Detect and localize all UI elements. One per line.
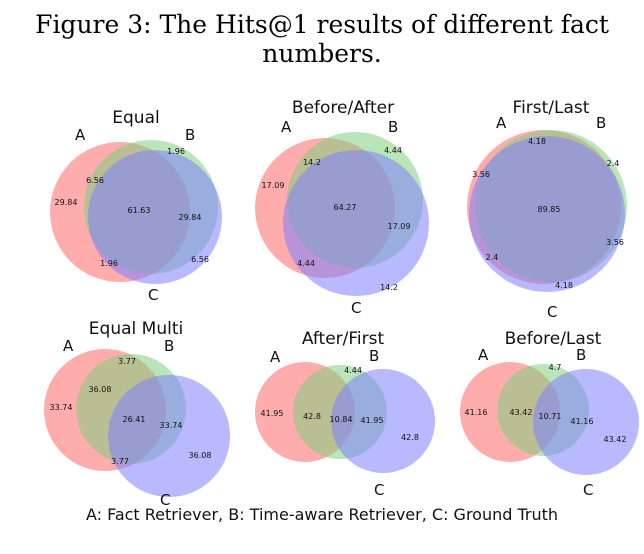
region-value-c: 14.2: [380, 283, 398, 292]
region-value-ac: 3.77: [111, 457, 129, 466]
venn-panel-equal: Equal A B C 1.96 6.56 29.84 61.63 29.84 …: [50, 108, 222, 304]
region-value-a: 3.56: [472, 170, 490, 179]
region-value-b: 4.44: [384, 146, 402, 155]
panel-title: Equal Multi: [89, 319, 183, 339]
venn-panel-equal-multi: Equal Multi A B C 3.77 36.08 33.74 26.41…: [44, 319, 230, 509]
region-value-abc: 10.71: [539, 412, 562, 421]
set-label-a: A: [270, 348, 281, 366]
venn-panel-before-last: Before/Last A B C 4.7 41.16 43.42 10.71 …: [460, 329, 639, 499]
region-value-abc: 64.27: [334, 203, 357, 212]
set-label-b: B: [388, 118, 398, 136]
region-value-b: 4.7: [549, 363, 562, 372]
panel-title: After/First: [302, 329, 385, 349]
figure-caption: Figure 3: The Hits@1 results of differen…: [35, 10, 609, 68]
set-label-a: A: [496, 114, 507, 132]
region-value-ab: 36.08: [89, 385, 112, 394]
region-value-b-top: 1.96: [167, 147, 185, 156]
region-value-abc: 26.41: [123, 415, 146, 424]
panel-title: First/Last: [513, 98, 590, 118]
set-label-c: C: [583, 481, 593, 499]
region-value-bc: 41.16: [571, 417, 594, 426]
region-value-a: 41.16: [465, 408, 488, 417]
region-value-ab: 42.8: [303, 412, 321, 421]
region-value-abc: 61.63: [128, 206, 151, 215]
region-value-a: 17.09: [262, 181, 285, 190]
panel-title: Equal: [112, 108, 159, 128]
set-label-b: B: [369, 347, 379, 365]
region-value-bc: 3.56: [606, 238, 624, 247]
set-label-c: C: [374, 481, 384, 499]
region-value-b: 3.77: [118, 357, 136, 366]
set-label-a: A: [63, 337, 74, 355]
region-value-c: 43.42: [604, 435, 627, 444]
region-value-c: 42.8: [401, 433, 419, 442]
region-value-ab: 6.56: [86, 176, 104, 185]
set-circle-c: [469, 136, 625, 292]
set-circle-c: [88, 150, 222, 284]
region-value-ac: 4.44: [297, 259, 315, 268]
set-label-a: A: [478, 346, 489, 364]
region-value-abc: 10.84: [330, 415, 353, 424]
set-circle-c: [283, 150, 429, 296]
set-label-a: A: [75, 126, 86, 144]
set-label-a: A: [281, 118, 292, 136]
set-label-c: C: [547, 303, 557, 321]
region-value-bc: 17.09: [388, 222, 411, 231]
region-value-a: 29.84: [55, 198, 78, 207]
venn-panel-before-after: Before/After A B C 4.44 14.2 17.09 64.27…: [255, 98, 429, 317]
region-value-b: 4.44: [344, 366, 362, 375]
set-label-c: C: [148, 286, 158, 304]
region-value-bc: 33.74: [160, 421, 183, 430]
set-label-b: B: [164, 337, 174, 355]
region-value-abc: 89.85: [538, 205, 561, 214]
panel-title: Before/Last: [505, 329, 602, 349]
set-label-c: C: [160, 491, 170, 509]
region-value-c: 36.08: [189, 451, 212, 460]
set-label-c: C: [351, 299, 361, 317]
region-value-ab: 4.18: [528, 137, 546, 146]
region-value-a: 33.74: [50, 403, 73, 412]
region-value-bc: 41.95: [361, 416, 384, 425]
region-value-ac: 2.4: [486, 253, 499, 262]
region-value-ab: 14.2: [303, 158, 321, 167]
region-value-a: 41.95: [261, 409, 284, 418]
region-value-c: 4.18: [555, 281, 573, 290]
set-label-b: B: [576, 346, 586, 364]
region-value-b: 2.4: [607, 159, 620, 168]
set-label-b: B: [185, 126, 195, 144]
set-circle-c: [331, 369, 435, 473]
region-value-ac: 1.96: [100, 259, 118, 268]
set-label-b: B: [596, 114, 606, 132]
region-value-bc: 29.84: [179, 213, 202, 222]
set-legend: A: Fact Retriever, B: Time-aware Retriev…: [85, 505, 559, 524]
region-value-c: 6.56: [191, 255, 209, 264]
panel-title: Before/After: [292, 98, 394, 118]
set-circle-c: [108, 375, 230, 497]
region-value-ab: 43.42: [510, 408, 533, 417]
venn-panel-first-last: First/Last A B C 4.18 2.4 3.56 89.85 3.5…: [467, 98, 627, 321]
venn-panel-after-first: After/First A B C 4.44 41.95 42.8 10.84 …: [255, 329, 435, 499]
set-circle-c: [533, 369, 639, 475]
